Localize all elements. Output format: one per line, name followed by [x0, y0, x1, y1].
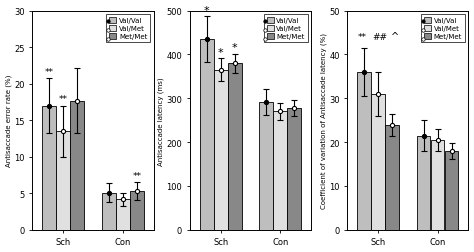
Text: **: **	[45, 67, 54, 76]
Y-axis label: Coefficient of variation of Antisaccade latency (%): Coefficient of variation of Antisaccade …	[320, 33, 327, 208]
Bar	[357, 73, 371, 230]
Bar	[445, 151, 458, 230]
Text: **: **	[59, 95, 68, 104]
Bar	[42, 106, 56, 230]
Bar	[385, 125, 399, 230]
Bar	[417, 136, 430, 230]
Bar	[371, 94, 385, 230]
Bar	[116, 199, 129, 230]
Text: ##: ##	[372, 33, 387, 42]
Bar	[431, 140, 445, 230]
Text: ^: ^	[391, 32, 399, 42]
Text: *: *	[232, 43, 237, 53]
Bar	[214, 71, 228, 230]
Bar	[70, 101, 84, 230]
Text: *: *	[218, 48, 223, 58]
Bar	[200, 40, 213, 230]
Text: C: C	[447, 18, 458, 32]
Legend: Val/Val, Val/Met, Met/Met: Val/Val, Val/Met, Met/Met	[107, 15, 150, 43]
Bar	[130, 191, 144, 230]
Text: **: **	[357, 33, 366, 42]
Legend: Val/Val, Val/Met, Met/Met: Val/Val, Val/Met, Met/Met	[421, 15, 465, 43]
Bar	[102, 193, 116, 230]
Y-axis label: Antisaccade latency (ms): Antisaccade latency (ms)	[158, 77, 164, 165]
Bar	[287, 109, 301, 230]
Legend: Val/Val, Val/Met, Met/Met: Val/Val, Val/Met, Met/Met	[264, 15, 308, 43]
Text: *: *	[204, 6, 210, 16]
Bar	[56, 132, 70, 230]
Bar	[273, 112, 287, 230]
Text: A: A	[132, 18, 143, 32]
Text: B: B	[290, 18, 301, 32]
Bar	[259, 102, 273, 230]
Bar	[228, 64, 242, 230]
Y-axis label: Antisaccade error rate (%): Antisaccade error rate (%)	[6, 75, 12, 167]
Text: **: **	[132, 171, 141, 180]
